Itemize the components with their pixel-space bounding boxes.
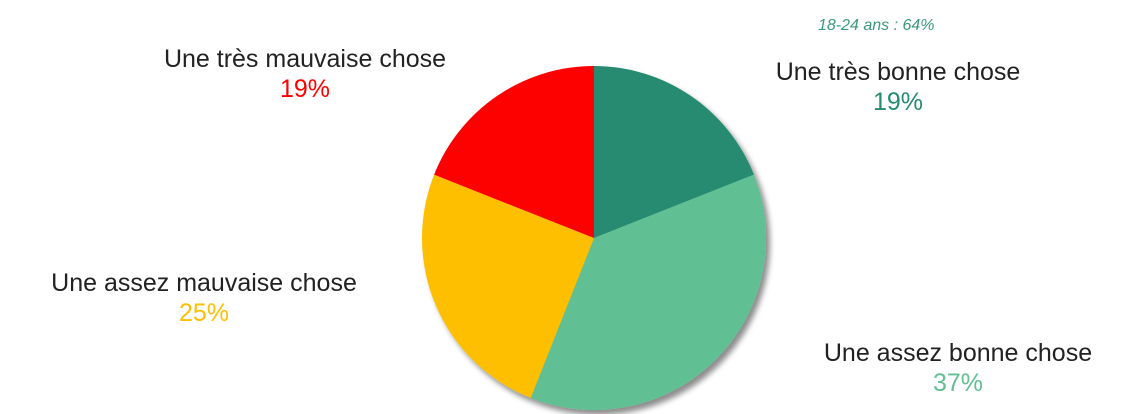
slice-value: 19% [872, 88, 924, 116]
slice-name: Une assez bonne chose [823, 339, 1093, 367]
slice-label-assez-bonne: Une assez bonne chose 37% [778, 338, 1138, 398]
slice-value: 19% [279, 75, 331, 103]
pie-slice-0 [594, 66, 754, 238]
slice-label-tres-bonne: Une très bonne chose 19% [718, 57, 1078, 117]
slice-name: Une très mauvaise chose [163, 45, 447, 73]
slice-value: 37% [932, 369, 984, 397]
slice-label-tres-mauvaise: Une très mauvaise chose 19% [120, 44, 490, 104]
annotation-note: 18-24 ans : 64% [818, 17, 935, 35]
annotation-text: 18-24 ans : 64% [818, 17, 935, 34]
slice-value: 25% [178, 299, 230, 327]
pie-slice-2 [421, 174, 594, 398]
slice-label-assez-mauvaise: Une assez mauvaise chose 25% [0, 268, 408, 328]
pie-slice-3 [434, 66, 594, 238]
slice-name: Une très bonne chose [775, 58, 1021, 86]
slice-name: Une assez mauvaise chose [51, 269, 357, 297]
pie-slice-1 [530, 174, 767, 411]
